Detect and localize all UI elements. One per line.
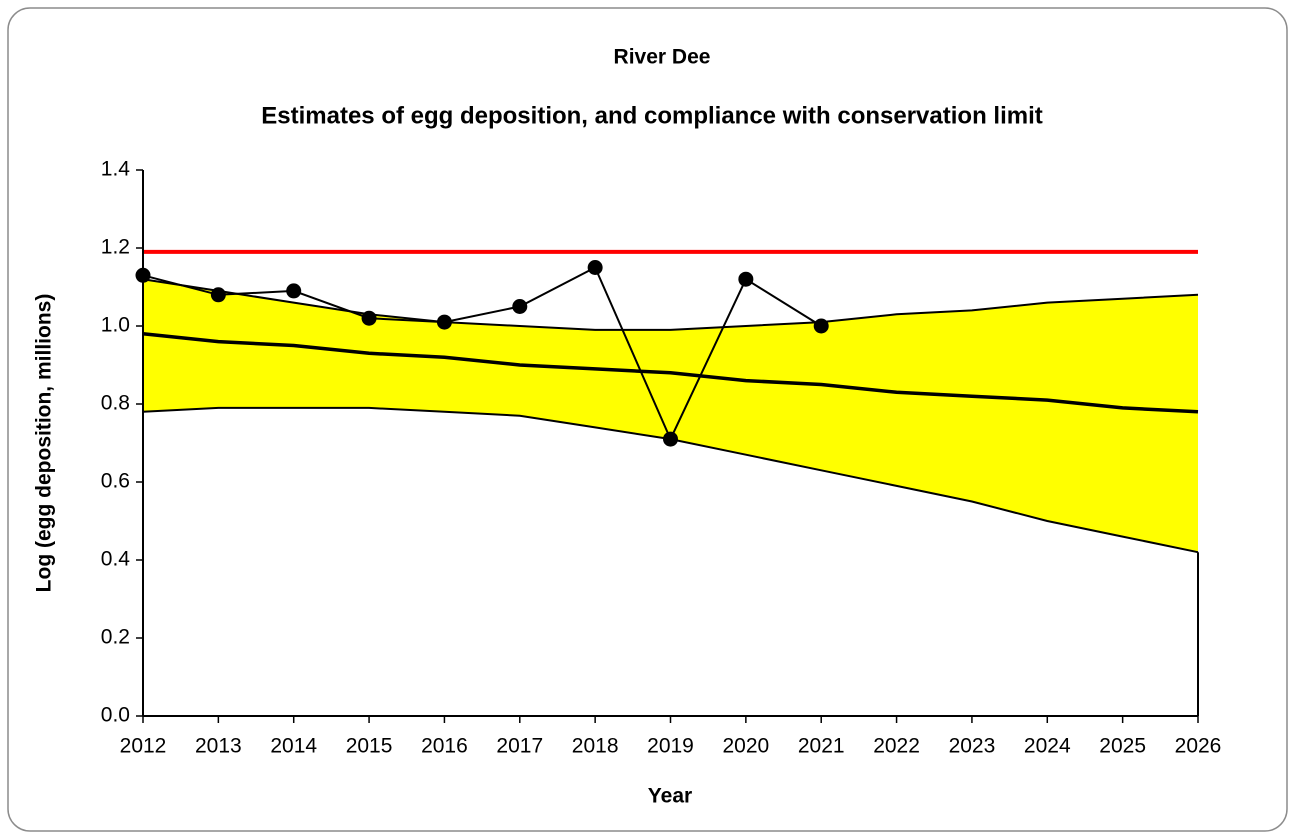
y-tick-label: 0.8 [101, 392, 130, 415]
x-axis-label: Year [648, 785, 692, 808]
series-line [142, 266, 822, 442]
data-point [286, 283, 302, 299]
x-tick-label: 2021 [798, 735, 845, 758]
y-tick-label: 0.2 [101, 626, 130, 649]
data-point [512, 299, 528, 314]
confidence-band [143, 279, 1198, 553]
x-tick-label: 2025 [1099, 735, 1146, 758]
x-tick-label: 2024 [1024, 735, 1071, 758]
x-tick-label: 2023 [949, 735, 996, 758]
y-tick-label: 0.6 [101, 470, 130, 493]
y-tick-label: 0.4 [101, 548, 131, 571]
x-tick-label: 2017 [496, 735, 543, 758]
x-tick-label: 2015 [346, 735, 393, 758]
y-axis-label: Log (egg deposition, millions) [33, 294, 56, 593]
data-point [663, 431, 678, 447]
chart-title: River Dee [614, 46, 711, 69]
x-tick-label: 2014 [270, 735, 317, 758]
x-tick-label: 2026 [1175, 735, 1222, 758]
band-upper-edge [142, 278, 1199, 331]
data-point [587, 260, 603, 275]
x-tick-label: 2012 [120, 735, 167, 758]
data-point [210, 287, 226, 303]
chart-subtitle: Estimates of egg deposition, and complia… [261, 102, 1042, 129]
data-point [436, 314, 452, 330]
data-point [813, 318, 829, 334]
series-line [142, 332, 1199, 414]
y-tick-label: 1.0 [101, 314, 130, 337]
x-tick-label: 2018 [572, 735, 619, 758]
x-tick-label: 2020 [722, 735, 769, 758]
y-tick-label: 1.4 [101, 158, 131, 181]
x-tick-label: 2022 [873, 735, 920, 758]
data-point [361, 310, 377, 326]
y-tick-label: 1.2 [101, 236, 130, 259]
x-tick-label: 2019 [647, 735, 694, 758]
x-tick-label: 2013 [195, 735, 242, 758]
data-point [738, 271, 754, 287]
y-tick-label: 0.0 [101, 704, 130, 727]
x-tick-label: 2016 [421, 735, 468, 758]
